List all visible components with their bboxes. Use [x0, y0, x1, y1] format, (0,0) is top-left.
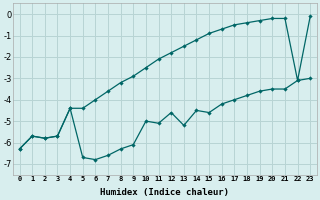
X-axis label: Humidex (Indice chaleur): Humidex (Indice chaleur) [100, 188, 229, 197]
